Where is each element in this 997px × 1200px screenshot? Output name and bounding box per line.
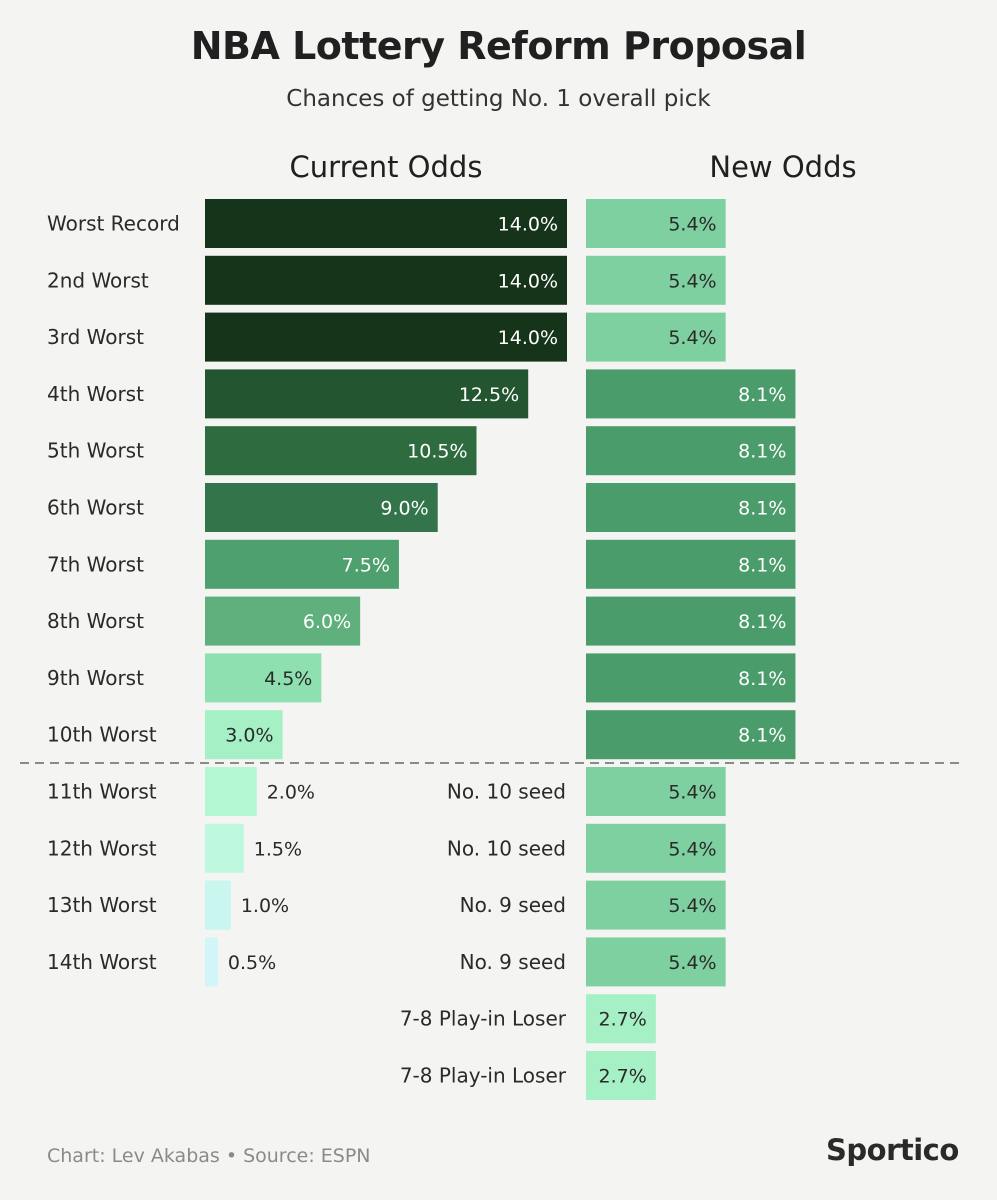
new-odds-bar [586, 653, 796, 703]
current-odds-bar [205, 653, 322, 703]
chart-title: NBA Lottery Reform Proposal [190, 24, 807, 68]
current-category-label: 13th Worst [47, 893, 157, 917]
new-category-label: No. 9 seed [460, 893, 566, 917]
new-odds-value: 5.4% [668, 270, 716, 292]
current-category-label: Worst Record [47, 212, 180, 236]
chart-credit: Chart: Lev Akabas • Source: ESPN [47, 1145, 371, 1167]
current-odds-header: Current Odds [289, 150, 483, 184]
new-odds-bar [586, 937, 726, 987]
current-odds-value: 0.5% [228, 952, 276, 974]
current-odds-value: 1.0% [241, 895, 289, 917]
new-odds-value: 8.1% [738, 554, 786, 576]
new-odds-value: 5.4% [668, 895, 716, 917]
sportico-logo: Sportico [826, 1133, 959, 1167]
current-odds-value: 12.5% [459, 384, 519, 406]
new-odds-bar [586, 1051, 656, 1100]
current-odds-value: 14.0% [498, 270, 558, 292]
new-odds-value: 8.1% [738, 384, 786, 406]
new-odds-bar [586, 880, 726, 930]
new-odds-bar [586, 994, 656, 1044]
current-odds-bar [205, 596, 361, 646]
current-category-label: 9th Worst [47, 666, 144, 690]
current-odds-value: 2.0% [267, 782, 315, 804]
current-odds-bar [205, 369, 529, 419]
new-odds-bar [586, 767, 726, 816]
new-odds-value: 5.4% [668, 952, 716, 974]
new-category-label: No. 9 seed [460, 950, 566, 974]
chart-subtitle: Chances of getting No. 1 overall pick [286, 86, 711, 112]
new-odds-bar [586, 369, 796, 419]
new-odds-value: 5.4% [668, 214, 716, 236]
new-odds-value: 5.4% [668, 838, 716, 860]
chart-svg: Worst Record 14.0% 2nd Worst 14.0% 3rd Worst… [20, 199, 960, 1100]
current-odds-bar [205, 199, 567, 248]
current-odds-bar [205, 767, 257, 816]
new-category-label: No. 10 seed [447, 780, 566, 804]
new-odds-bar [586, 199, 726, 248]
new-odds-bar [586, 312, 726, 362]
current-odds-bar [205, 483, 438, 532]
current-odds-value: 14.0% [498, 214, 558, 236]
current-category-label: 5th Worst [47, 439, 144, 463]
new-odds-bar [586, 426, 796, 476]
current-odds-value: 3.0% [225, 725, 273, 747]
new-odds-header: New Odds [709, 150, 857, 184]
new-odds-bar [586, 539, 796, 589]
current-odds-value: 7.5% [342, 554, 390, 576]
new-odds-value: 8.1% [738, 498, 786, 520]
new-odds-value: 2.7% [599, 1009, 647, 1031]
current-odds-bar [205, 880, 231, 930]
current-odds-value: 4.5% [264, 668, 312, 690]
current-category-label: 10th Worst [47, 723, 157, 747]
new-odds-value: 8.1% [738, 611, 786, 633]
current-category-label: 6th Worst [47, 496, 144, 520]
current-odds-bar [205, 539, 399, 589]
current-odds-value: 1.5% [254, 838, 302, 860]
current-category-label: 4th Worst [47, 382, 144, 406]
new-odds-bar [586, 255, 726, 305]
new-odds-bar [586, 483, 796, 532]
new-category-label: No. 10 seed [447, 836, 566, 860]
current-odds-value: 6.0% [303, 611, 351, 633]
current-odds-bar [205, 426, 477, 476]
current-odds-bar [205, 937, 218, 987]
new-category-label: 7-8 Play-in Loser [400, 1064, 567, 1088]
new-odds-value: 8.1% [738, 441, 786, 463]
current-category-label: 8th Worst [47, 609, 144, 633]
current-odds-bar [205, 823, 244, 873]
current-category-label: 11th Worst [47, 780, 157, 804]
current-odds-value: 9.0% [380, 498, 428, 520]
current-category-label: 12th Worst [47, 836, 157, 860]
new-category-label: 7-8 Play-in Loser [400, 1007, 567, 1031]
current-category-label: 7th Worst [47, 552, 144, 576]
current-odds-bar [205, 312, 567, 362]
new-odds-bar [586, 823, 726, 873]
current-odds-value: 14.0% [498, 327, 558, 349]
new-odds-value: 8.1% [738, 668, 786, 690]
current-odds-bar [205, 710, 283, 760]
current-category-label: 2nd Worst [47, 268, 149, 292]
new-odds-value: 8.1% [738, 725, 786, 747]
current-odds-bar [205, 255, 567, 305]
new-odds-value: 2.7% [599, 1066, 647, 1088]
current-odds-value: 10.5% [407, 441, 467, 463]
new-odds-value: 5.4% [668, 327, 716, 349]
current-category-label: 3rd Worst [47, 325, 144, 349]
new-odds-value: 5.4% [668, 782, 716, 804]
new-odds-bar [586, 596, 796, 646]
new-odds-bar [586, 710, 796, 760]
current-category-label: 14th Worst [47, 950, 157, 974]
